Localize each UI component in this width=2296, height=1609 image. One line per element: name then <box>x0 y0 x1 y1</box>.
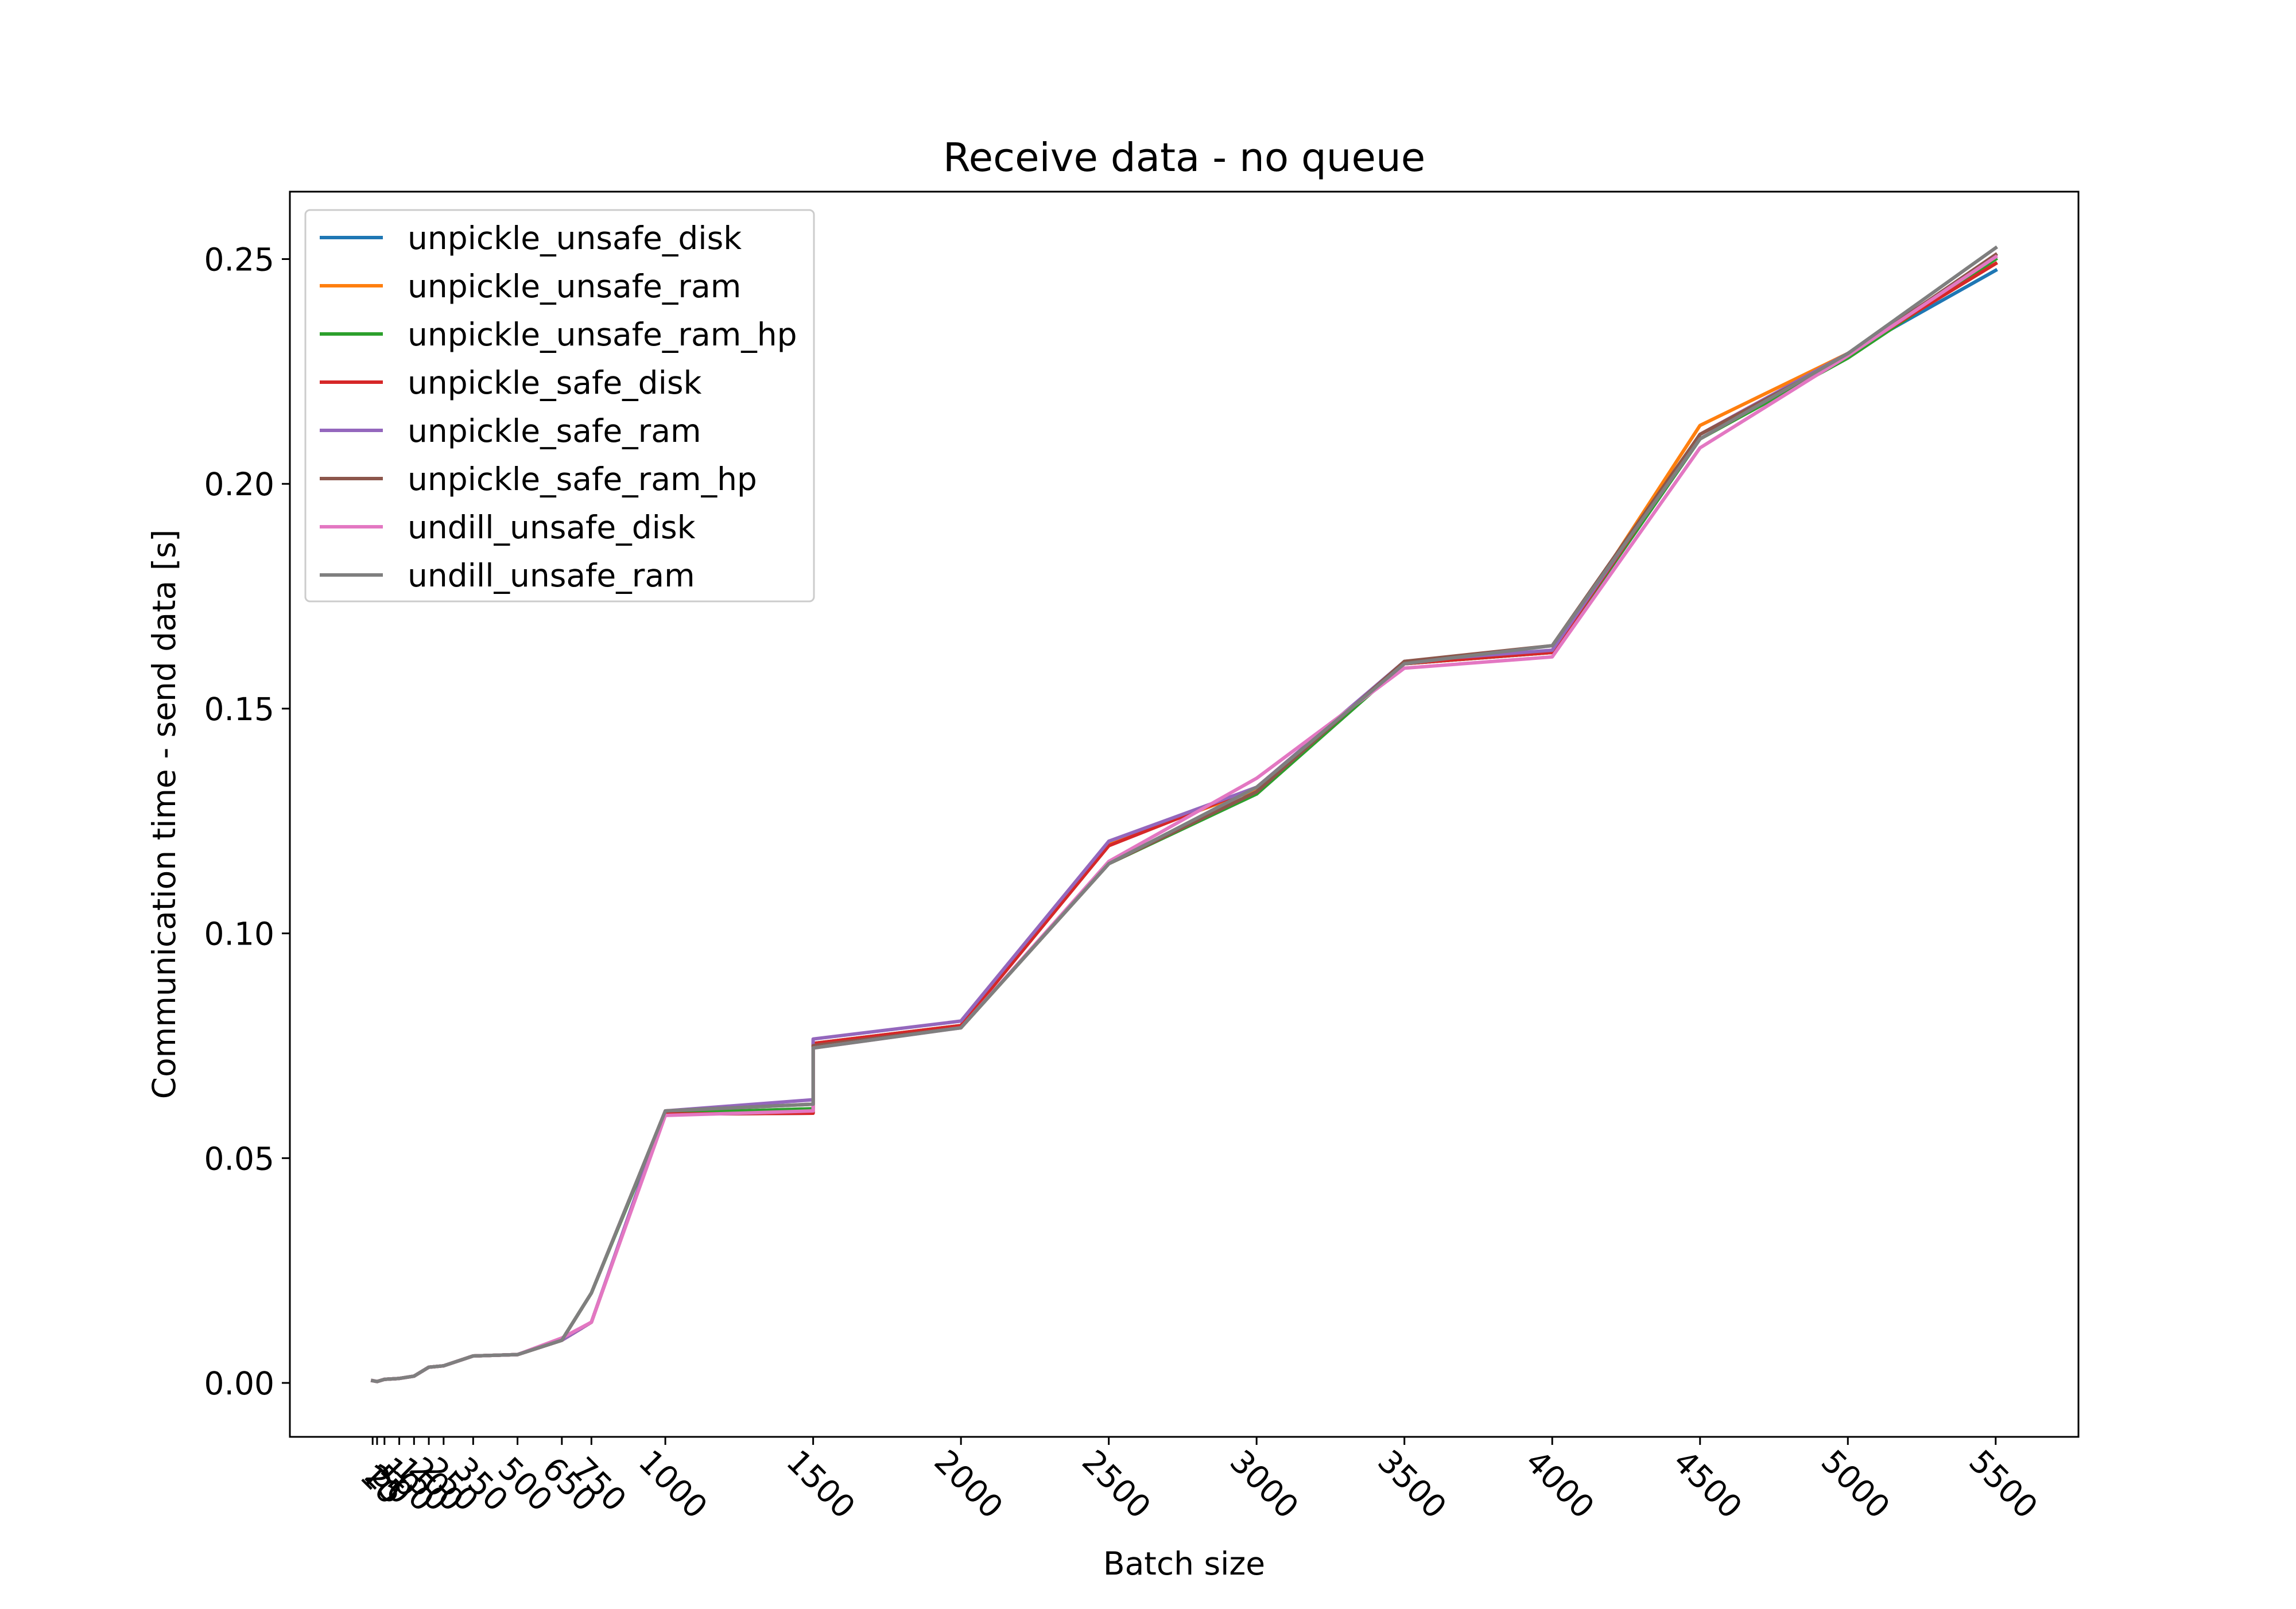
legend-label: unpickle_unsafe_ram <box>408 268 741 305</box>
y-tick-label: 0.20 <box>204 466 274 503</box>
y-axis-label: Communication time - send data [s] <box>146 530 183 1099</box>
legend-label: undill_unsafe_disk <box>408 509 696 546</box>
series-line-undill-unsafe-ram <box>370 245 1998 1383</box>
y-tick-label: 0.05 <box>204 1140 274 1177</box>
legend-frame <box>304 209 815 603</box>
y-tick-label: 0.10 <box>204 916 274 953</box>
legend-label: unpickle_unsafe_ram_hp <box>408 316 797 353</box>
legend-label: unpickle_safe_ram_hp <box>408 461 757 498</box>
y-axis-ticks: 0.00 0.05 0.10 0.15 0.20 0.25 <box>204 242 290 1402</box>
chart-title: Receive data - no queue <box>943 135 1425 181</box>
y-tick-label: 0.00 <box>204 1365 274 1402</box>
legend-label: unpickle_safe_ram <box>408 413 701 449</box>
y-tick-label: 0.15 <box>204 691 274 728</box>
plot-frame <box>289 191 2080 1438</box>
legend-label: unpickle_safe_disk <box>408 364 702 401</box>
series-lines <box>370 245 1998 1383</box>
x-axis-label: Batch size <box>1103 1545 1265 1582</box>
legend-label: undill_unsafe_ram <box>408 557 695 594</box>
y-tick-label: 0.25 <box>204 242 274 278</box>
legend-label: unpickle_unsafe_disk <box>408 220 742 256</box>
legend: unpickle_unsafe_disk unpickle_unsafe_ramu… <box>304 209 815 603</box>
